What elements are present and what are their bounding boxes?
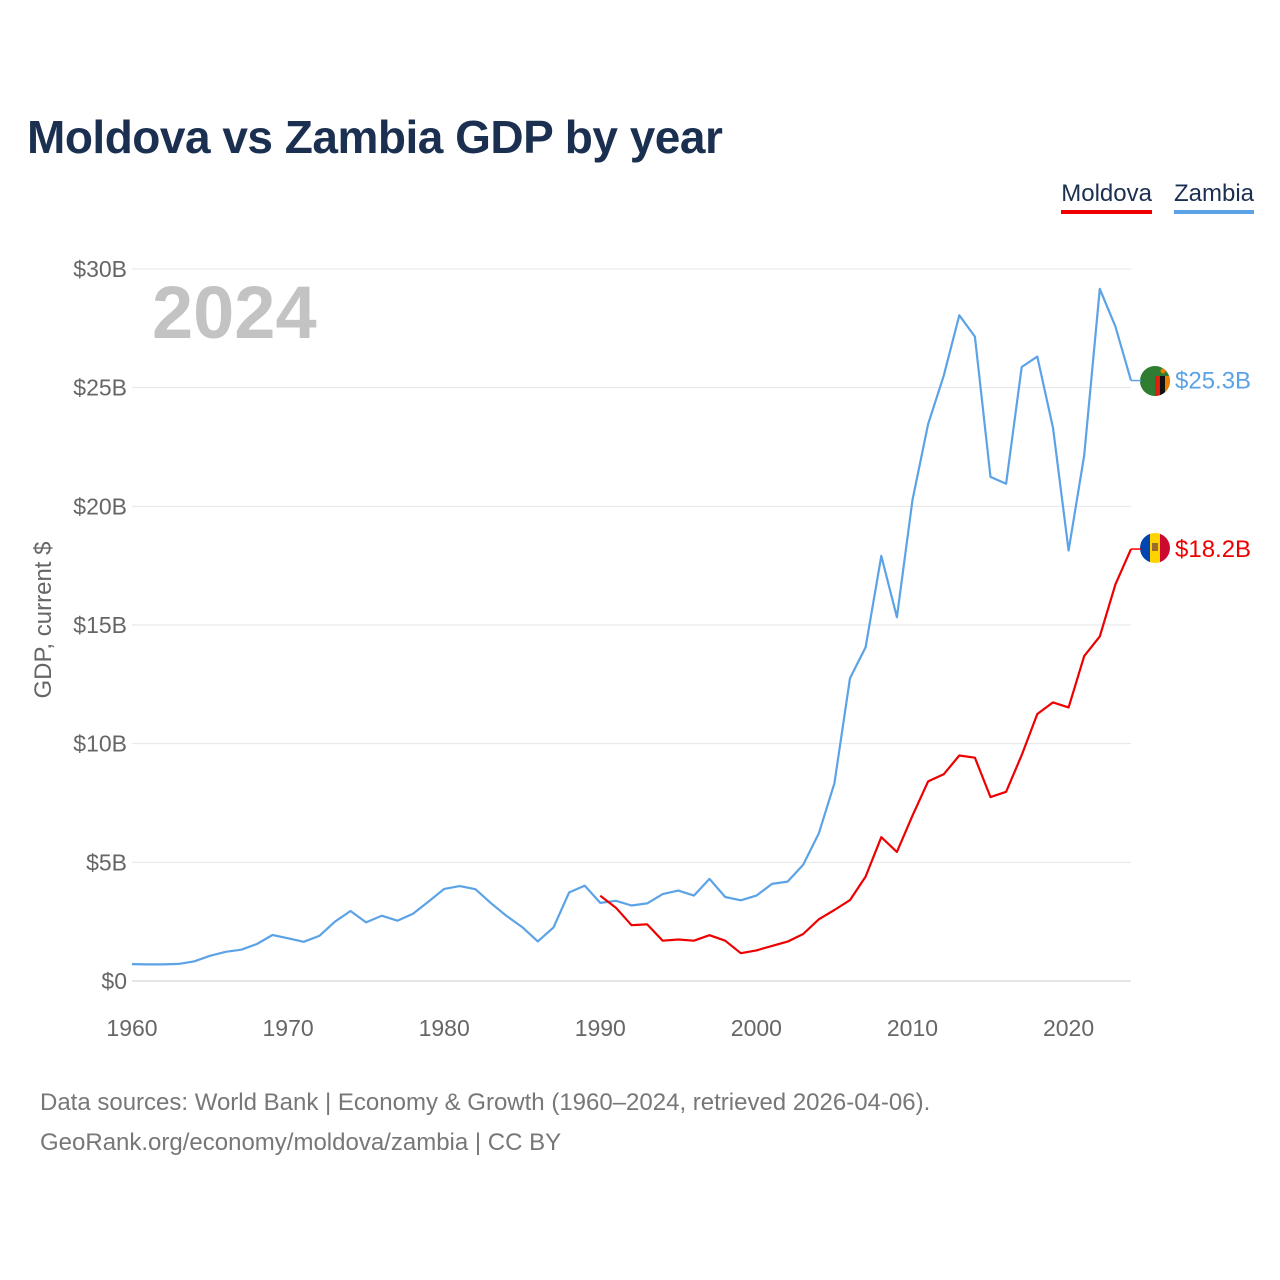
x-tick-label: 2020 (1043, 1015, 1094, 1041)
end-labels: $25.3B $18.2B (1131, 368, 1251, 563)
x-tick-label: 1960 (106, 1015, 157, 1041)
footer: Data sources: World Bank | Economy & Gro… (40, 1083, 930, 1163)
end-label-moldova: $18.2B (1175, 536, 1251, 563)
gdp-line-chart: $0$5B$10B$15B$20B$25B$30B 1960 1970 1980 19… (30, 256, 1251, 1041)
x-tick-label: 1990 (575, 1015, 626, 1041)
moldova-flag-icon (1140, 533, 1170, 563)
data-source: Data sources: World Bank | Economy & Gro… (40, 1089, 931, 1116)
y-tick-label: $15B (73, 612, 127, 638)
series-lines (131, 287, 1133, 966)
legend-zambia[interactable]: Zambia (1173, 180, 1254, 214)
source-link[interactable]: GeoRank.org/economy/moldova/zambia | CC … (40, 1129, 562, 1156)
y-tick-label: $25B (73, 375, 127, 401)
y-axis-ticks: $0 $5B $10B $15B $20B $25B $30B (73, 256, 127, 994)
legend-moldova[interactable]: Moldova (1061, 180, 1152, 214)
end-label-zambia: $25.3B (1175, 368, 1251, 395)
y-tick-label: $5B (86, 849, 127, 875)
x-tick-label: 2010 (887, 1015, 938, 1041)
year-watermark: 2024 (152, 271, 317, 354)
x-axis-ticks: 1960 1970 1980 1990 2000 2010 2020 (106, 1015, 1094, 1041)
y-tick-label: $30B (73, 256, 127, 282)
series-line-zambia (131, 287, 1133, 966)
y-axis-label: GDP, current $ (30, 542, 57, 699)
y-tick-label: $20B (73, 493, 127, 519)
legend: Moldova Zambia (1061, 180, 1254, 214)
series-line-moldova (599, 548, 1133, 955)
gridlines (132, 268, 1131, 982)
x-tick-label: 2000 (731, 1015, 782, 1041)
zambia-flag-icon (1140, 366, 1170, 396)
chart-title: Moldova vs Zambia GDP by year (27, 111, 723, 163)
y-tick-label: $10B (73, 731, 127, 757)
x-tick-label: 1970 (263, 1015, 314, 1041)
x-tick-label: 1980 (419, 1015, 470, 1041)
y-tick-label: $0 (101, 968, 127, 994)
